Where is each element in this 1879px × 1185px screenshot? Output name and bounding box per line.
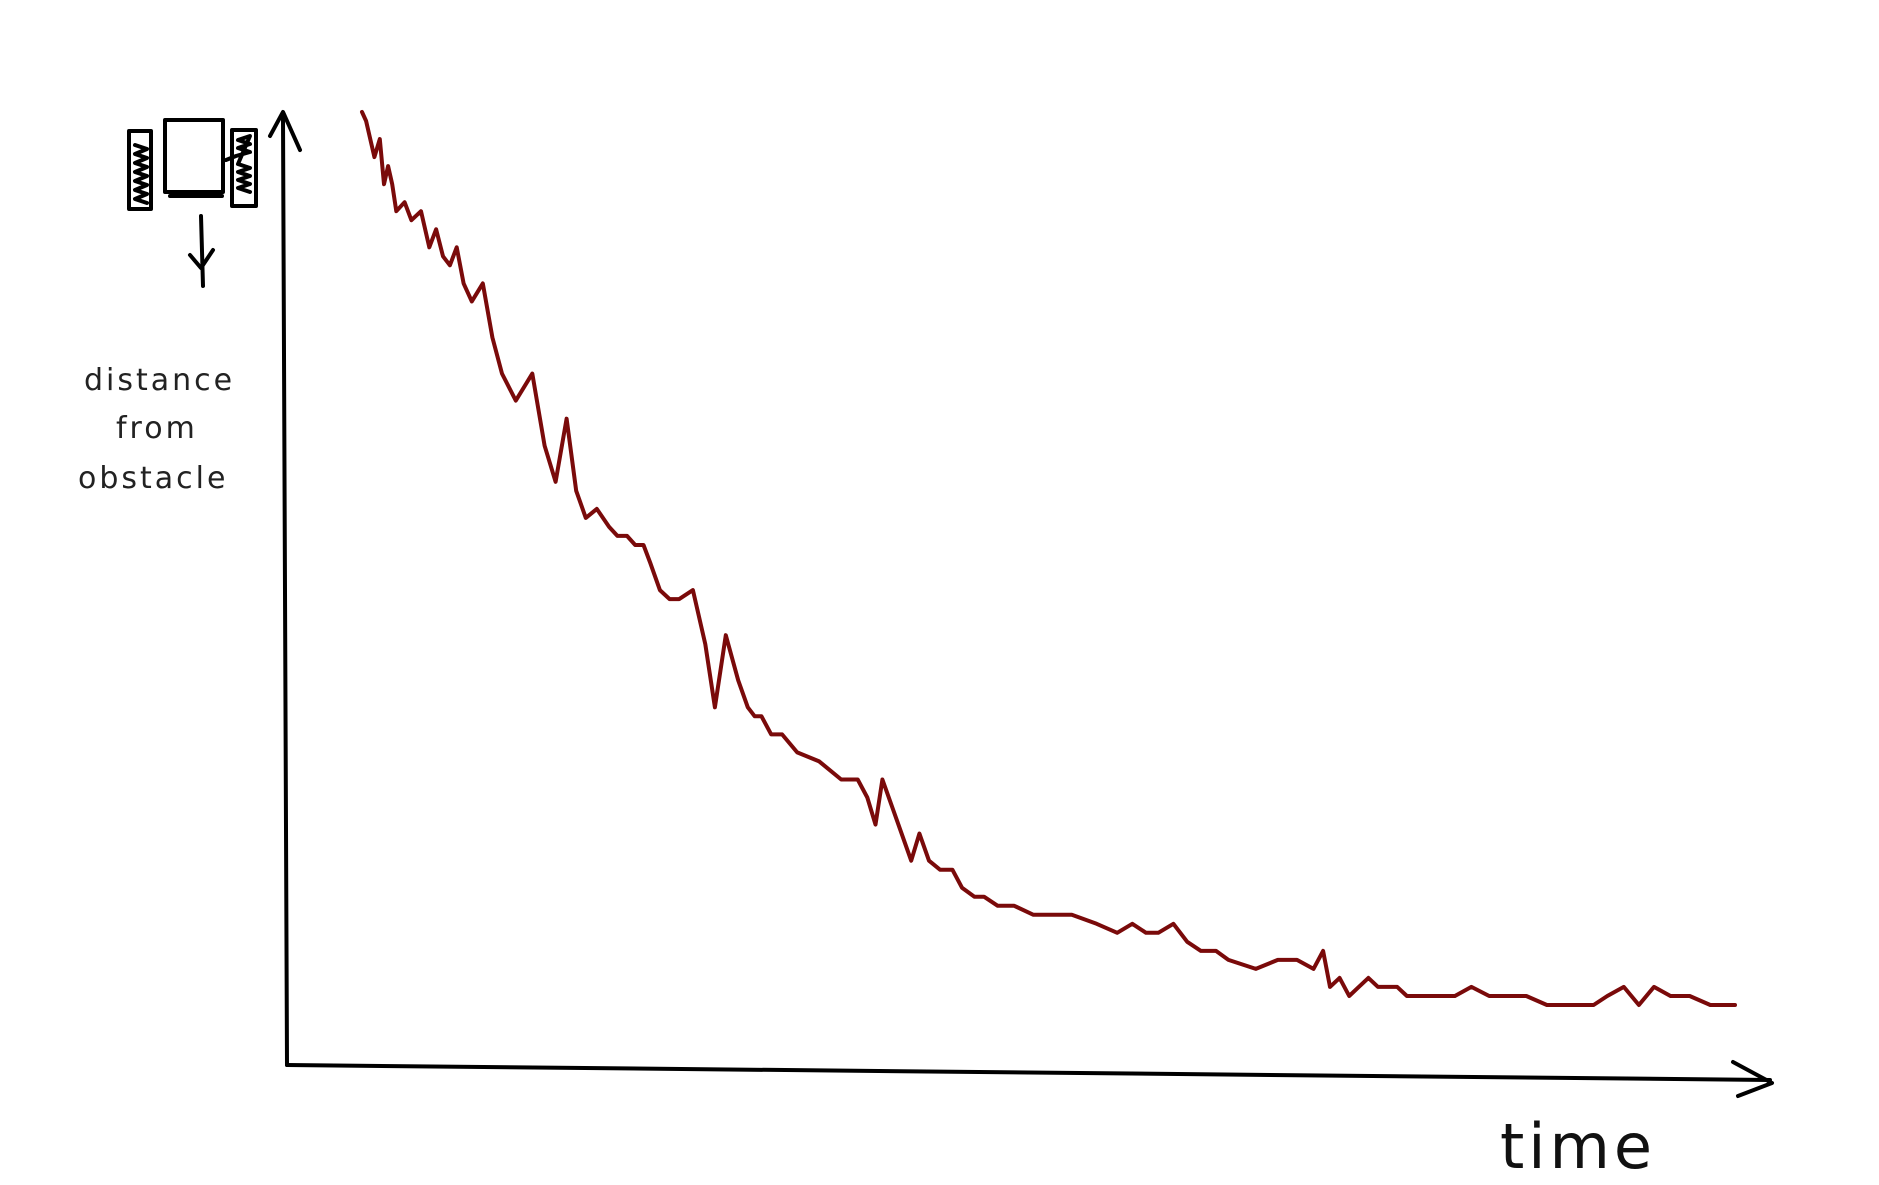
y-axis-arrow <box>268 110 302 152</box>
ylabel-line-2: from <box>116 411 198 446</box>
series-layer <box>360 110 1737 1007</box>
ylabel-line-1: distance <box>84 363 235 398</box>
x-axis <box>285 1063 1772 1082</box>
series-line-0 <box>360 110 1737 1007</box>
y-axis <box>281 116 289 1067</box>
wall-sensor-device-icon <box>127 118 258 288</box>
x-axis-label: time <box>1500 1110 1656 1183</box>
x-axis-arrow <box>1731 1060 1774 1098</box>
ylabel-line-3: obstacle <box>78 461 228 496</box>
y-axis-label: distance from obstacle <box>78 363 239 496</box>
